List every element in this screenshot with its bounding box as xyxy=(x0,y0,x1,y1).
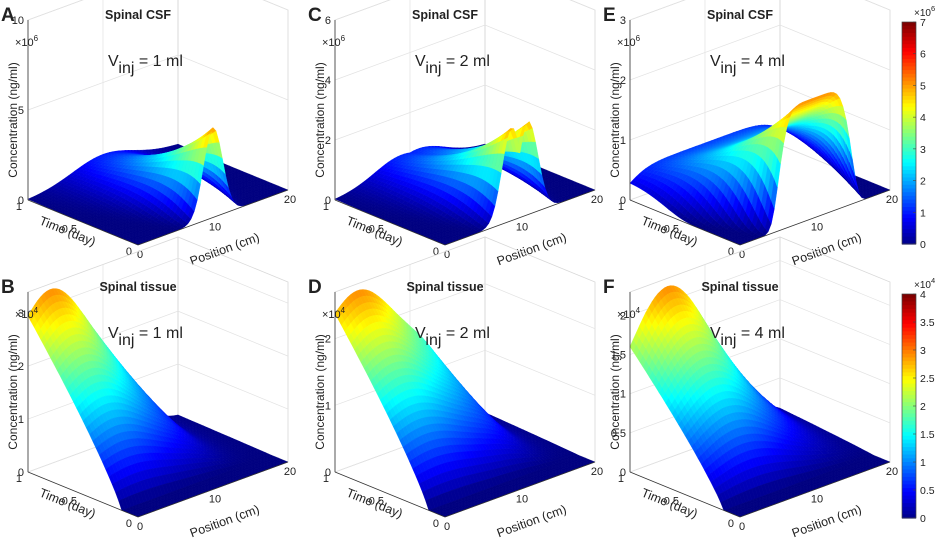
z-axis-label: Concentration (ng/ml) xyxy=(313,62,327,177)
injection-volume-sub: inj xyxy=(118,60,134,77)
z-exponent-power: 6 xyxy=(341,34,346,43)
surface-mesh xyxy=(27,127,289,246)
panel-title: Spinal CSF xyxy=(105,8,171,22)
z-exponent: ×106 xyxy=(15,34,39,49)
x-axis-label: Position (cm) xyxy=(790,230,863,268)
z-tick-label: 6 xyxy=(325,15,331,27)
injection-volume-value: = 1 ml xyxy=(134,53,182,70)
grid-line xyxy=(27,0,289,21)
injection-volume-label: Vinj = 1 ml xyxy=(108,53,183,77)
y-tick-label: 1 xyxy=(618,201,624,213)
panel-letter: C xyxy=(308,5,322,26)
panel-title: Spinal CSF xyxy=(412,8,478,22)
panel-title: Spinal CSF xyxy=(707,8,773,22)
z-tick-label: 3 xyxy=(620,15,626,27)
surface-mesh xyxy=(629,92,891,246)
surface-mesh xyxy=(27,288,289,518)
grid-line xyxy=(334,84,596,141)
y-tick-label: 1 xyxy=(16,201,22,213)
injection-volume-value: = 4 ml xyxy=(736,53,784,70)
x-tick-label: 20 xyxy=(284,194,296,206)
y-tick-label: 1 xyxy=(323,201,329,213)
x-axis-label: Position (cm) xyxy=(188,230,261,268)
x-tick-label: 10 xyxy=(209,222,221,234)
panel-letter: E xyxy=(603,5,616,26)
x-axis-label: Position (cm) xyxy=(495,230,568,268)
injection-volume-value: = 2 ml xyxy=(441,53,489,70)
x-tick-label: 20 xyxy=(886,194,898,206)
z-axis-label: Concentration (ng/ml) xyxy=(608,62,622,177)
z-exponent-power: 6 xyxy=(34,34,39,43)
panel-letter: A xyxy=(1,5,15,26)
z-exponent: ×106 xyxy=(322,34,346,49)
x-tick-label: 10 xyxy=(811,222,823,234)
x-tick-label: 10 xyxy=(516,222,528,234)
z-axis-label: Concentration (ng/ml) xyxy=(6,62,20,177)
z-exponent: ×106 xyxy=(617,34,641,49)
x-tick-label: 20 xyxy=(591,194,603,206)
z-exponent-power: 6 xyxy=(636,34,641,43)
injection-volume-sub: inj xyxy=(425,60,441,77)
injection-volume-label: Vinj = 2 ml xyxy=(415,53,490,77)
injection-volume-label: Vinj = 4 ml xyxy=(710,53,785,77)
grid-line xyxy=(27,54,289,111)
injection-volume-sub: inj xyxy=(720,60,736,77)
